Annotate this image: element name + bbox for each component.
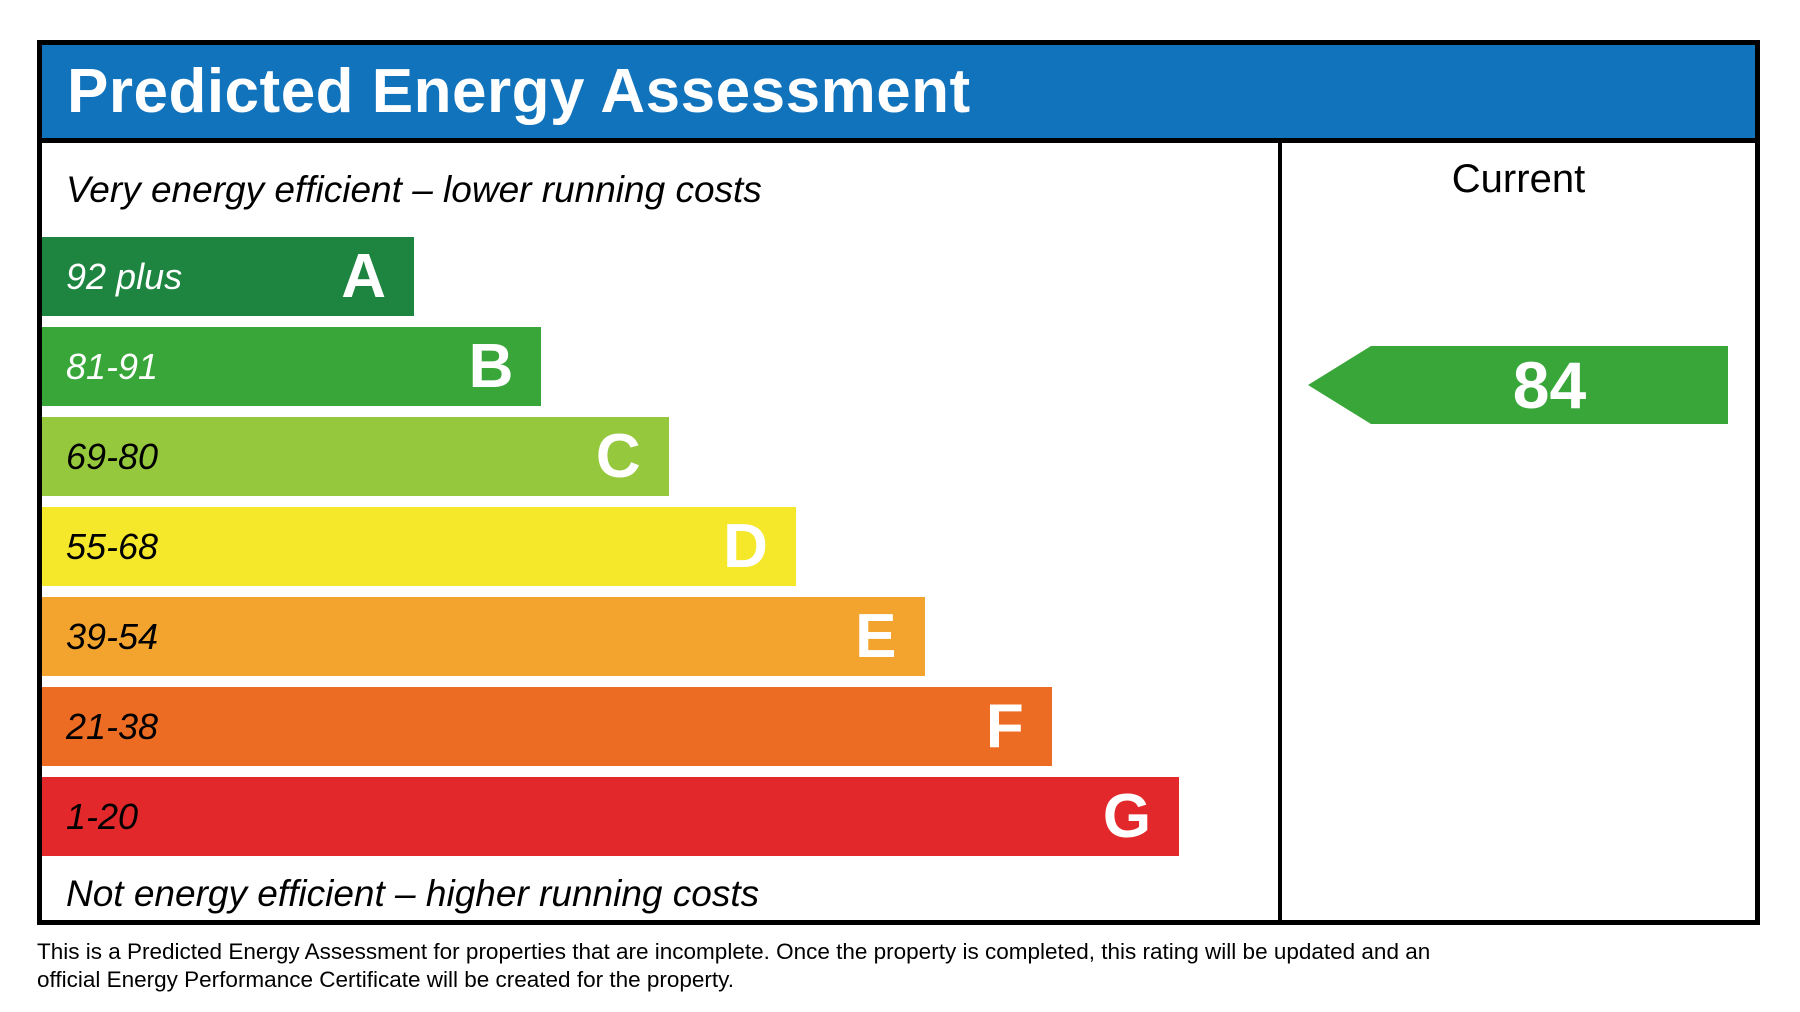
rating-scale-column: Very energy efficient – lower running co… <box>42 143 1282 920</box>
rating-band-bar: 81-91 B <box>42 327 542 406</box>
rating-band-bar: 39-54 E <box>42 597 925 676</box>
rating-band-bar: 92 plus A <box>42 237 415 316</box>
band-letter-label: A <box>341 241 387 311</box>
footnote-line-1: This is a Predicted Energy Assessment fo… <box>37 939 1431 964</box>
epc-chart-box: Predicted Energy Assessment Very energy … <box>37 40 1760 925</box>
band-range-label: 81-91 <box>66 345 159 387</box>
band-range-label: 39-54 <box>66 615 159 657</box>
epc-header-bar: Predicted Energy Assessment <box>42 45 1755 143</box>
current-column-heading: Current <box>1451 157 1586 201</box>
current-rating-arrow: 84 <box>1308 346 1728 424</box>
band-range-label: 21-38 <box>66 705 159 747</box>
band-range-label: 55-68 <box>66 525 159 567</box>
footnote: This is a Predicted Energy Assessment fo… <box>37 938 1527 994</box>
rating-band-bar: 21-38 F <box>42 687 1052 766</box>
band-letter-label: C <box>595 421 641 491</box>
rating-band-bar: 55-68 D <box>42 507 796 586</box>
current-rating-value: 84 <box>1512 348 1587 422</box>
rating-bands: 92 plus A 81-91 B 69-80 C 55-68 D 39-54 … <box>42 237 1278 867</box>
current-rating-column: Current 84 <box>1282 143 1755 920</box>
rating-band-row: 92 plus A <box>42 237 1278 316</box>
rating-band-row: 81-91 B <box>42 327 1278 406</box>
band-letter-label: D <box>723 511 768 581</box>
rating-band-row: 1-20 G <box>42 777 1278 856</box>
band-letter-label: B <box>468 331 514 401</box>
rating-band-row: 55-68 D <box>42 507 1278 586</box>
band-letter-label: E <box>855 601 897 671</box>
rating-band-row: 69-80 C <box>42 417 1278 496</box>
rating-band-bar: 69-80 C <box>42 417 669 496</box>
top-efficiency-label: Very energy efficient – lower running co… <box>66 169 762 210</box>
bottom-efficiency-label: Not energy efficient – higher running co… <box>66 872 760 914</box>
band-letter-label: F <box>985 691 1024 761</box>
epc-content: Very energy efficient – lower running co… <box>42 143 1755 920</box>
band-letter-label: G <box>1102 781 1152 851</box>
rating-band-bar: 1-20 G <box>42 777 1180 856</box>
page-title: Predicted Energy Assessment <box>67 57 971 126</box>
footnote-line-2: official Energy Performance Certificate … <box>37 967 734 992</box>
band-range-label: 92 plus <box>66 255 183 297</box>
band-range-label: 69-80 <box>66 435 159 477</box>
band-range-label: 1-20 <box>66 795 139 837</box>
rating-band-row: 39-54 E <box>42 597 1278 676</box>
rating-band-row: 21-38 F <box>42 687 1278 766</box>
